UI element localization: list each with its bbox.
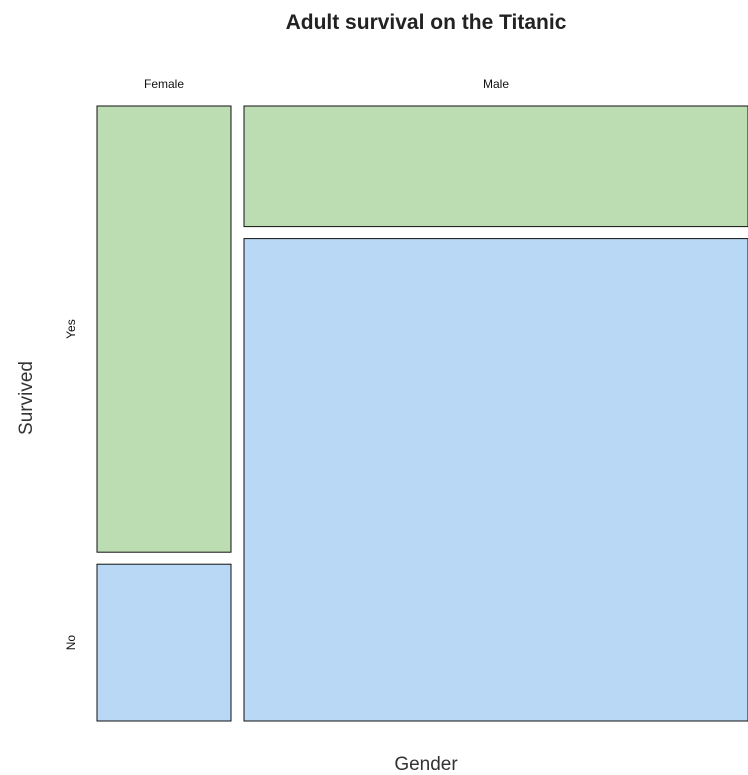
tile-female-yes [96,105,232,553]
category-labels: Yes No Female Male [64,77,509,650]
y-category-label-yes: Yes [64,319,78,339]
tile-male-yes [243,105,748,228]
y-category-label-no: No [64,635,78,651]
mosaic-tiles [96,105,748,722]
tile-male-no [243,238,748,722]
tile-female-no [96,563,232,722]
x-category-label-male: Male [483,77,509,91]
chart-title: Adult survival on the Titanic [286,11,567,34]
x-category-label-female: Female [144,77,184,91]
x-axis-label: Gender [394,754,458,775]
y-axis-label: Survived [16,361,37,435]
